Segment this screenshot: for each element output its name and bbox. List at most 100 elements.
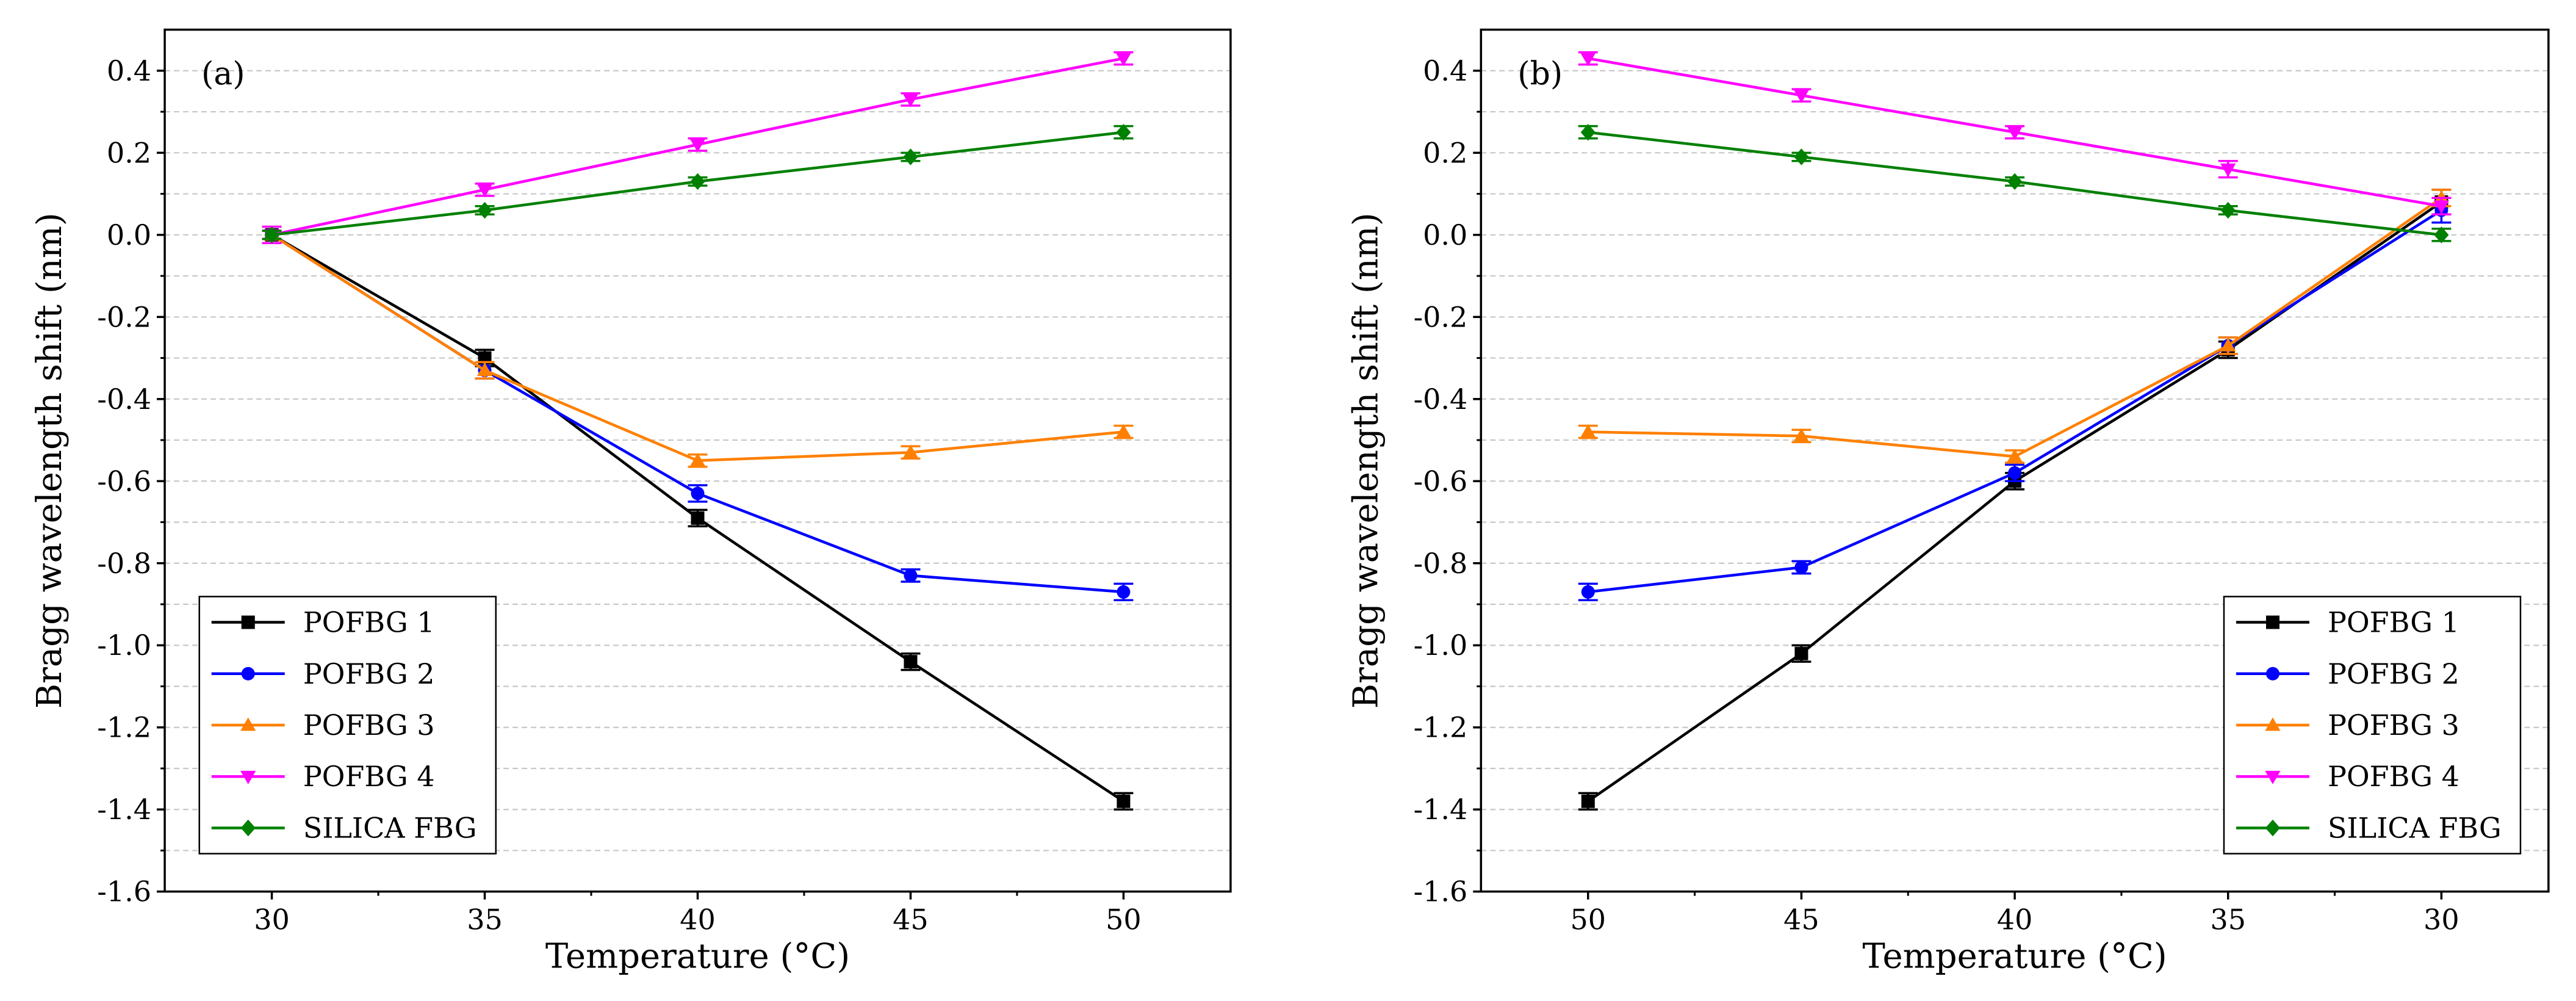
series-line [1588, 209, 2442, 594]
legend-marker [240, 770, 256, 784]
x-axis-title: Temperature (°C) [1862, 937, 2167, 977]
legend-marker [2266, 667, 2279, 681]
legend-label: POFBG 3 [2328, 709, 2459, 742]
legend-label: SILICA FBG [303, 811, 477, 844]
panel-label: (b) [1517, 56, 1563, 93]
data-point [2007, 449, 2023, 463]
data-point [1581, 585, 1595, 599]
legend-marker [241, 667, 255, 681]
y-tick-label: -0.4 [1414, 383, 1468, 416]
x-axis-title: Temperature (°C) [545, 937, 850, 977]
data-point [904, 568, 918, 582]
y-tick-label: -0.8 [1414, 547, 1468, 580]
legend-label: POFBG 2 [303, 657, 435, 690]
legend-marker [240, 819, 256, 837]
y-tick-label: -0.2 [1414, 300, 1468, 333]
data-point [1581, 794, 1595, 808]
series-line [1588, 197, 2442, 458]
data-point [477, 201, 492, 219]
y-tick-label: 0.2 [1423, 136, 1467, 169]
x-tick-label: 35 [2210, 903, 2246, 936]
y-tick-label: -0.6 [1414, 464, 1468, 497]
panel-label: (a) [201, 56, 245, 93]
legend-label: POFBG 2 [2328, 657, 2459, 690]
data-point [1794, 148, 1809, 165]
y-tick-label: -1.0 [97, 629, 151, 662]
y-tick-label: 0.4 [1423, 54, 1467, 87]
x-tick-label: 50 [1106, 903, 1142, 936]
y-tick-label: -0.8 [97, 547, 151, 580]
legend-marker [2265, 717, 2281, 731]
y-tick-label: 0.2 [107, 136, 151, 169]
data-point [1117, 585, 1131, 599]
data-point [477, 184, 493, 198]
data-point [1580, 52, 1596, 67]
legend-label: POFBG 1 [2328, 606, 2459, 639]
y-tick-label: -1.2 [1414, 711, 1468, 744]
data-point [902, 93, 919, 107]
y-tick-label: -1.6 [1414, 875, 1468, 908]
data-point [477, 363, 493, 377]
y-tick-label: 0.4 [107, 54, 151, 87]
legend-label: POFBG 4 [2328, 760, 2459, 793]
data-point [1794, 560, 1808, 574]
data-point [2007, 126, 2023, 140]
legend-label: POFBG 4 [303, 760, 435, 793]
legend-label: POFBG 3 [303, 709, 435, 742]
y-axis-title: Bragg wavelength shift (nm) [1346, 212, 1386, 709]
x-tick-label: 45 [893, 903, 929, 936]
y-tick-label: -1.4 [97, 793, 151, 826]
y-tick-label: -1.2 [97, 711, 151, 744]
data-point [2008, 466, 2022, 480]
data-point [902, 444, 919, 458]
data-point [691, 486, 705, 500]
data-point [689, 139, 706, 153]
x-tick-label: 30 [254, 903, 290, 936]
y-tick-label: 0.0 [1423, 219, 1467, 251]
legend-label: SILICA FBG [2328, 811, 2502, 844]
chart-panel-b: 0.4 0.2 0.0 -0.2 -0.4 -0.6 -0.8 -1.0 -1.2 -1.4 -1.… [1346, 28, 2550, 977]
data-point [1793, 89, 1810, 103]
y-tick-label: -1.4 [1414, 793, 1468, 826]
data-point [691, 511, 705, 525]
y-tick-label: -0.2 [97, 300, 151, 333]
chart-panel-a: 0.4 0.2 0.0 -0.2 -0.4 -0.6 -0.8 -1.0 -1.2 -1.4 -1.… [30, 28, 1232, 977]
data-point [690, 173, 705, 190]
series-line [271, 233, 1124, 462]
data-point [1580, 424, 1596, 438]
x-tick-label: 35 [467, 903, 503, 936]
data-point [2220, 201, 2236, 219]
data-point [689, 453, 706, 466]
x-tick-label: 30 [2423, 903, 2459, 936]
data-point [1116, 123, 1131, 141]
legend-marker [2265, 819, 2281, 837]
series-line [271, 233, 1124, 594]
legend-marker [241, 615, 255, 629]
legend-label: POFBG 1 [303, 606, 435, 639]
data-point [1793, 428, 1810, 442]
data-point [1580, 123, 1596, 141]
y-tick-label: -0.6 [97, 464, 151, 497]
data-point [2220, 338, 2236, 352]
legend-marker [240, 717, 256, 731]
y-axis-title: Bragg wavelength shift (nm) [30, 212, 70, 709]
data-point [1794, 646, 1808, 660]
data-point [1117, 794, 1131, 808]
data-point [264, 226, 279, 244]
x-tick-label: 40 [680, 903, 716, 936]
data-point [1115, 52, 1132, 67]
data-point [904, 655, 918, 669]
data-point [1115, 424, 1132, 438]
x-tick-label: 50 [1570, 903, 1606, 936]
y-tick-label: -1.0 [1414, 629, 1468, 662]
data-point [903, 148, 918, 165]
data-point [2220, 163, 2236, 177]
x-tick-label: 40 [1997, 903, 2033, 936]
data-point [2433, 200, 2450, 214]
data-point [2434, 226, 2449, 244]
legend-marker [2265, 770, 2281, 784]
x-tick-label: 45 [1783, 903, 1819, 936]
y-tick-label: 0.0 [107, 219, 151, 251]
y-tick-label: -1.6 [97, 875, 151, 908]
